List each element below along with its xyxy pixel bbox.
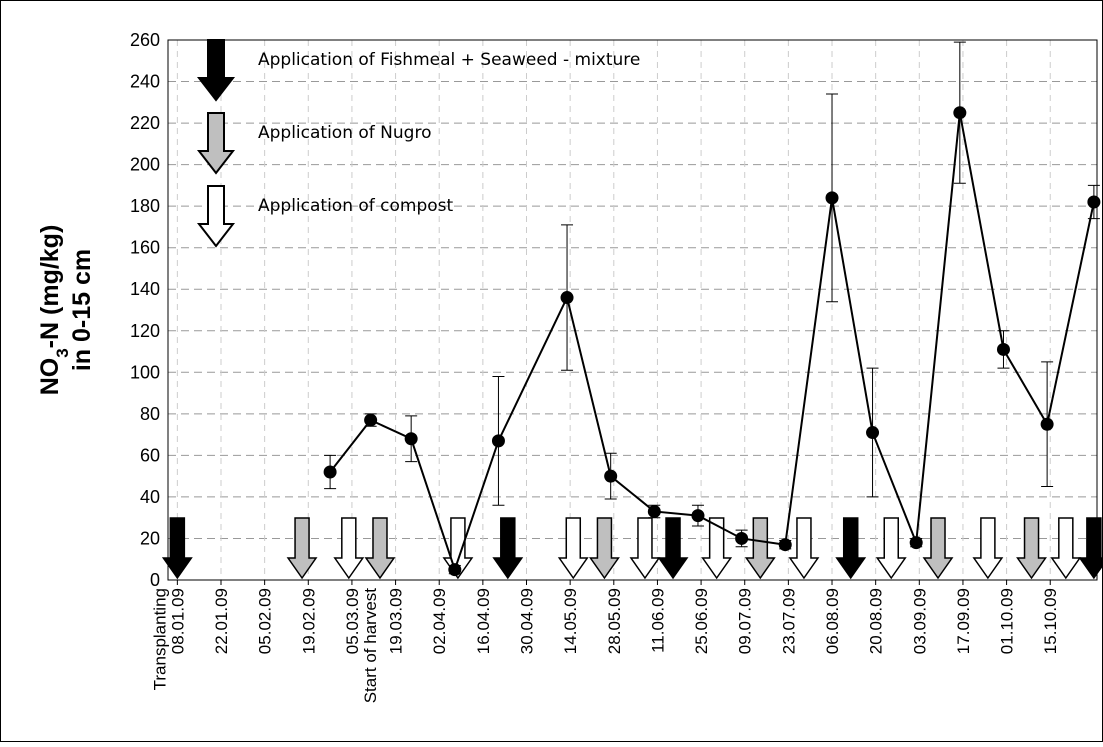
y-tick-label: 0: [150, 570, 160, 590]
data-point: [1040, 417, 1054, 431]
application-arrow: [701, 517, 733, 580]
x-tick-label: 30.04.09: [518, 588, 537, 654]
application-arrow: [788, 517, 820, 580]
x-tick-label: 02.04.09: [430, 588, 449, 654]
x-tick-label: 23.07.09: [779, 588, 798, 654]
data-point: [866, 426, 880, 440]
data-line: [329, 112, 1095, 573]
x-tick-label: 05.03.09: [343, 588, 362, 654]
legend-text: Application of compost: [258, 196, 454, 216]
y-tick-label: 220: [130, 113, 160, 133]
x-tick-label: 09.07.09: [736, 588, 755, 654]
y-tick-label: 160: [130, 238, 160, 258]
x-tick-label: 14.05.09: [561, 588, 580, 654]
x-tick-label: 25.06.09: [692, 588, 711, 654]
application-arrow: [161, 517, 193, 580]
application-arrow: [286, 517, 318, 580]
annotation: Transplanting: [150, 588, 169, 690]
x-tick-label: 19.03.09: [387, 588, 406, 654]
application-arrow: [972, 517, 1004, 580]
data-point: [778, 538, 792, 552]
application-arrow: [333, 517, 365, 580]
x-tick-label: 17.09.09: [954, 588, 973, 654]
legend-arrow: [196, 185, 236, 248]
legend-arrow: [196, 39, 236, 102]
y-tick-label: 200: [130, 155, 160, 175]
x-tick-label: 16.04.09: [474, 588, 493, 654]
x-tick-label: 15.10.09: [1041, 588, 1060, 654]
data-point: [647, 504, 661, 518]
application-arrow: [492, 517, 524, 580]
data-point: [323, 465, 337, 479]
data-point: [909, 536, 923, 550]
y-tick-label: 140: [130, 279, 160, 299]
y-label-part: -N (mg/kg): [36, 225, 64, 349]
data-point: [560, 291, 574, 305]
y-label-part: NO: [36, 358, 64, 396]
application-arrow: [657, 517, 689, 580]
application-arrow: [744, 517, 776, 580]
data-point: [604, 469, 618, 483]
application-arrow: [875, 517, 907, 580]
application-arrow: [922, 517, 954, 580]
legend-arrow: [196, 112, 236, 175]
legend-text: Application of Nugro: [258, 123, 431, 143]
application-arrow: [629, 517, 661, 580]
x-tick-label: 19.02.09: [299, 588, 318, 654]
y-tick-label: 100: [130, 362, 160, 382]
x-tick-label: 28.05.09: [605, 588, 624, 654]
y-axis-label: NO3-N (mg/kg): [36, 225, 72, 396]
application-arrow: [835, 517, 867, 580]
y-tick-label: 240: [130, 72, 160, 92]
plot-frame: [167, 39, 1098, 581]
application-arrow: [364, 517, 396, 580]
y-tick-label: 120: [130, 321, 160, 341]
data-point: [364, 413, 378, 427]
y-tick-label: 60: [140, 445, 160, 465]
y-label-part: 3: [53, 348, 72, 357]
application-arrow: [442, 517, 474, 580]
y-tick-label: 20: [140, 528, 160, 548]
x-tick-label: 20.08.09: [867, 588, 886, 654]
annotation: Start of harvest: [361, 588, 380, 704]
y-tick-label: 40: [140, 487, 160, 507]
y-tick-label: 180: [130, 196, 160, 216]
application-arrow: [557, 517, 589, 580]
data-point: [735, 531, 749, 545]
y-tick-label: 260: [130, 30, 160, 50]
x-tick-label: 08.01.09: [168, 588, 187, 654]
data-point: [404, 432, 418, 446]
data-point: [691, 509, 705, 523]
application-arrow: [589, 517, 620, 580]
data-point: [448, 563, 462, 577]
x-tick-label: 03.09.09: [910, 588, 929, 654]
data-point: [491, 434, 505, 448]
x-tick-label: 06.08.09: [823, 588, 842, 654]
x-tick-label: 22.01.09: [212, 588, 231, 654]
application-arrow: [1050, 517, 1082, 580]
data-point: [996, 342, 1010, 356]
legend-text: Application of Fishmeal + Seaweed - mixt…: [258, 50, 640, 70]
application-arrow: [1016, 517, 1047, 580]
data-point: [1087, 195, 1101, 209]
x-tick-label: 05.02.09: [256, 588, 275, 654]
y-axis-label: in 0-15 cm: [68, 249, 96, 371]
data-point: [825, 191, 839, 205]
x-tick-label: 01.10.09: [998, 588, 1017, 654]
data-point: [953, 106, 967, 120]
application-arrow: [1078, 517, 1103, 580]
y-tick-label: 80: [140, 404, 160, 424]
x-tick-label: 11.06.09: [648, 588, 667, 653]
